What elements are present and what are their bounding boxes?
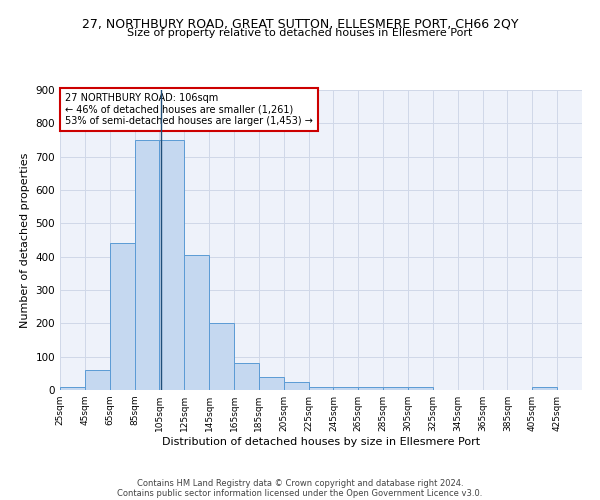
Bar xyxy=(184,255,209,390)
Bar xyxy=(134,140,160,390)
Bar xyxy=(284,382,308,390)
Bar xyxy=(60,386,85,390)
Bar xyxy=(308,386,334,390)
Bar xyxy=(358,386,383,390)
Text: 27, NORTHBURY ROAD, GREAT SUTTON, ELLESMERE PORT, CH66 2QY: 27, NORTHBURY ROAD, GREAT SUTTON, ELLESM… xyxy=(82,18,518,30)
Bar xyxy=(532,388,557,390)
X-axis label: Distribution of detached houses by size in Ellesmere Port: Distribution of detached houses by size … xyxy=(162,437,480,447)
Bar xyxy=(383,386,408,390)
Bar xyxy=(160,140,184,390)
Bar xyxy=(209,324,234,390)
Bar xyxy=(259,376,284,390)
Bar xyxy=(408,388,433,390)
Text: Contains public sector information licensed under the Open Government Licence v3: Contains public sector information licen… xyxy=(118,488,482,498)
Bar xyxy=(85,370,110,390)
Text: 27 NORTHBURY ROAD: 106sqm
← 46% of detached houses are smaller (1,261)
53% of se: 27 NORTHBURY ROAD: 106sqm ← 46% of detac… xyxy=(65,93,313,126)
Bar xyxy=(110,244,134,390)
Bar xyxy=(334,386,358,390)
Bar xyxy=(234,364,259,390)
Text: Contains HM Land Registry data © Crown copyright and database right 2024.: Contains HM Land Registry data © Crown c… xyxy=(137,478,463,488)
Text: Size of property relative to detached houses in Ellesmere Port: Size of property relative to detached ho… xyxy=(127,28,473,38)
Y-axis label: Number of detached properties: Number of detached properties xyxy=(20,152,30,328)
